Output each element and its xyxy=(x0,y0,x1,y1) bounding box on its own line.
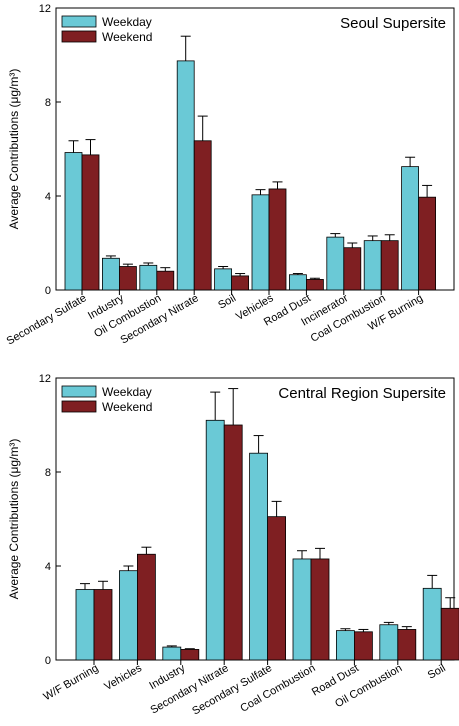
category-label: W/F Burning xyxy=(42,662,101,703)
legend-label-weekend: Weekend xyxy=(102,30,152,44)
bar-weekday xyxy=(379,624,399,661)
chart-1: 0 4 8 12 Average Contributions (μg/m³) Seoul … xyxy=(5,3,455,348)
bar-weekend xyxy=(231,275,250,291)
bar-weekend xyxy=(119,266,137,291)
bar-weekday xyxy=(75,589,95,661)
bar-weekday xyxy=(288,274,307,291)
y-tick-label: 0 xyxy=(45,655,51,667)
bar-weekday xyxy=(326,236,345,291)
bar-weekend xyxy=(193,140,212,291)
bar-weekend xyxy=(156,270,175,291)
bar-weekday xyxy=(205,419,225,661)
bar-weekend xyxy=(136,553,156,661)
bar-weekday xyxy=(176,60,195,291)
bar-weekday xyxy=(214,268,233,291)
bar-weekend xyxy=(343,247,362,291)
legend-swatch-weekday xyxy=(61,385,97,398)
bar-weekday xyxy=(335,630,355,661)
bar-weekend xyxy=(310,558,330,661)
y-tick-label: 12 xyxy=(39,3,51,15)
bar-weekend xyxy=(81,154,100,291)
chart-2: 0 4 8 12 Average Contributions (μg/m³) Centra… xyxy=(7,373,459,718)
bar-weekend xyxy=(180,649,200,661)
y-tick-label: 8 xyxy=(45,97,51,109)
bar-weekend xyxy=(440,607,459,661)
bar-weekend xyxy=(418,196,437,291)
bar-weekday xyxy=(64,152,83,291)
bar-weekday xyxy=(251,194,270,291)
y-axis-label: Average Contributions (μg/m³) xyxy=(7,439,21,600)
category-label: Vehicles xyxy=(102,662,144,693)
legend-swatch-weekend xyxy=(61,400,97,413)
category-label: Secondary Nitrate xyxy=(148,662,230,716)
bar-weekday xyxy=(139,264,158,291)
y-tick-label: 12 xyxy=(39,373,51,385)
y-tick-label: 4 xyxy=(45,191,51,203)
bar-weekend xyxy=(353,631,373,661)
bar-weekday xyxy=(401,166,420,291)
y-tick-label: 8 xyxy=(45,467,51,479)
category-label: Coal Combustion xyxy=(238,662,317,715)
bar-weekday xyxy=(292,558,312,661)
bar-weekday xyxy=(363,240,382,291)
bar-weekday xyxy=(422,587,442,661)
legend-label-weekday: Weekday xyxy=(102,15,152,29)
y-axis-label: Average Contributions (μg/m³) xyxy=(7,69,21,230)
bar-weekend xyxy=(268,188,287,291)
y-tick-label: 4 xyxy=(45,561,51,573)
category-label: Secondary Sulfate xyxy=(5,292,89,347)
bar-weekday xyxy=(162,646,182,661)
bar-weekend xyxy=(93,589,113,661)
bar-weekend xyxy=(305,279,324,291)
bar-weekend xyxy=(267,516,287,661)
category-label: Soil xyxy=(216,292,238,312)
y-tick-label: 0 xyxy=(45,285,51,297)
bar-weekday xyxy=(119,570,138,661)
legend-label-weekday: Weekday xyxy=(102,385,152,399)
bar-weekday xyxy=(102,257,120,291)
chart-title: Seoul Supersite xyxy=(340,15,446,32)
legend-label-weekend: Weekend xyxy=(102,400,152,414)
bar-weekend xyxy=(380,240,399,291)
legend-swatch-weekday xyxy=(61,15,97,28)
legend-swatch-weekend xyxy=(61,30,97,43)
bar-weekend xyxy=(397,629,417,661)
bar-weekend xyxy=(223,424,243,661)
bar-weekday xyxy=(249,452,269,661)
category-label: Secondary Sulfate xyxy=(190,662,274,717)
chart-title: Central Region Supersite xyxy=(278,385,446,402)
category-label: Soil xyxy=(426,662,448,682)
